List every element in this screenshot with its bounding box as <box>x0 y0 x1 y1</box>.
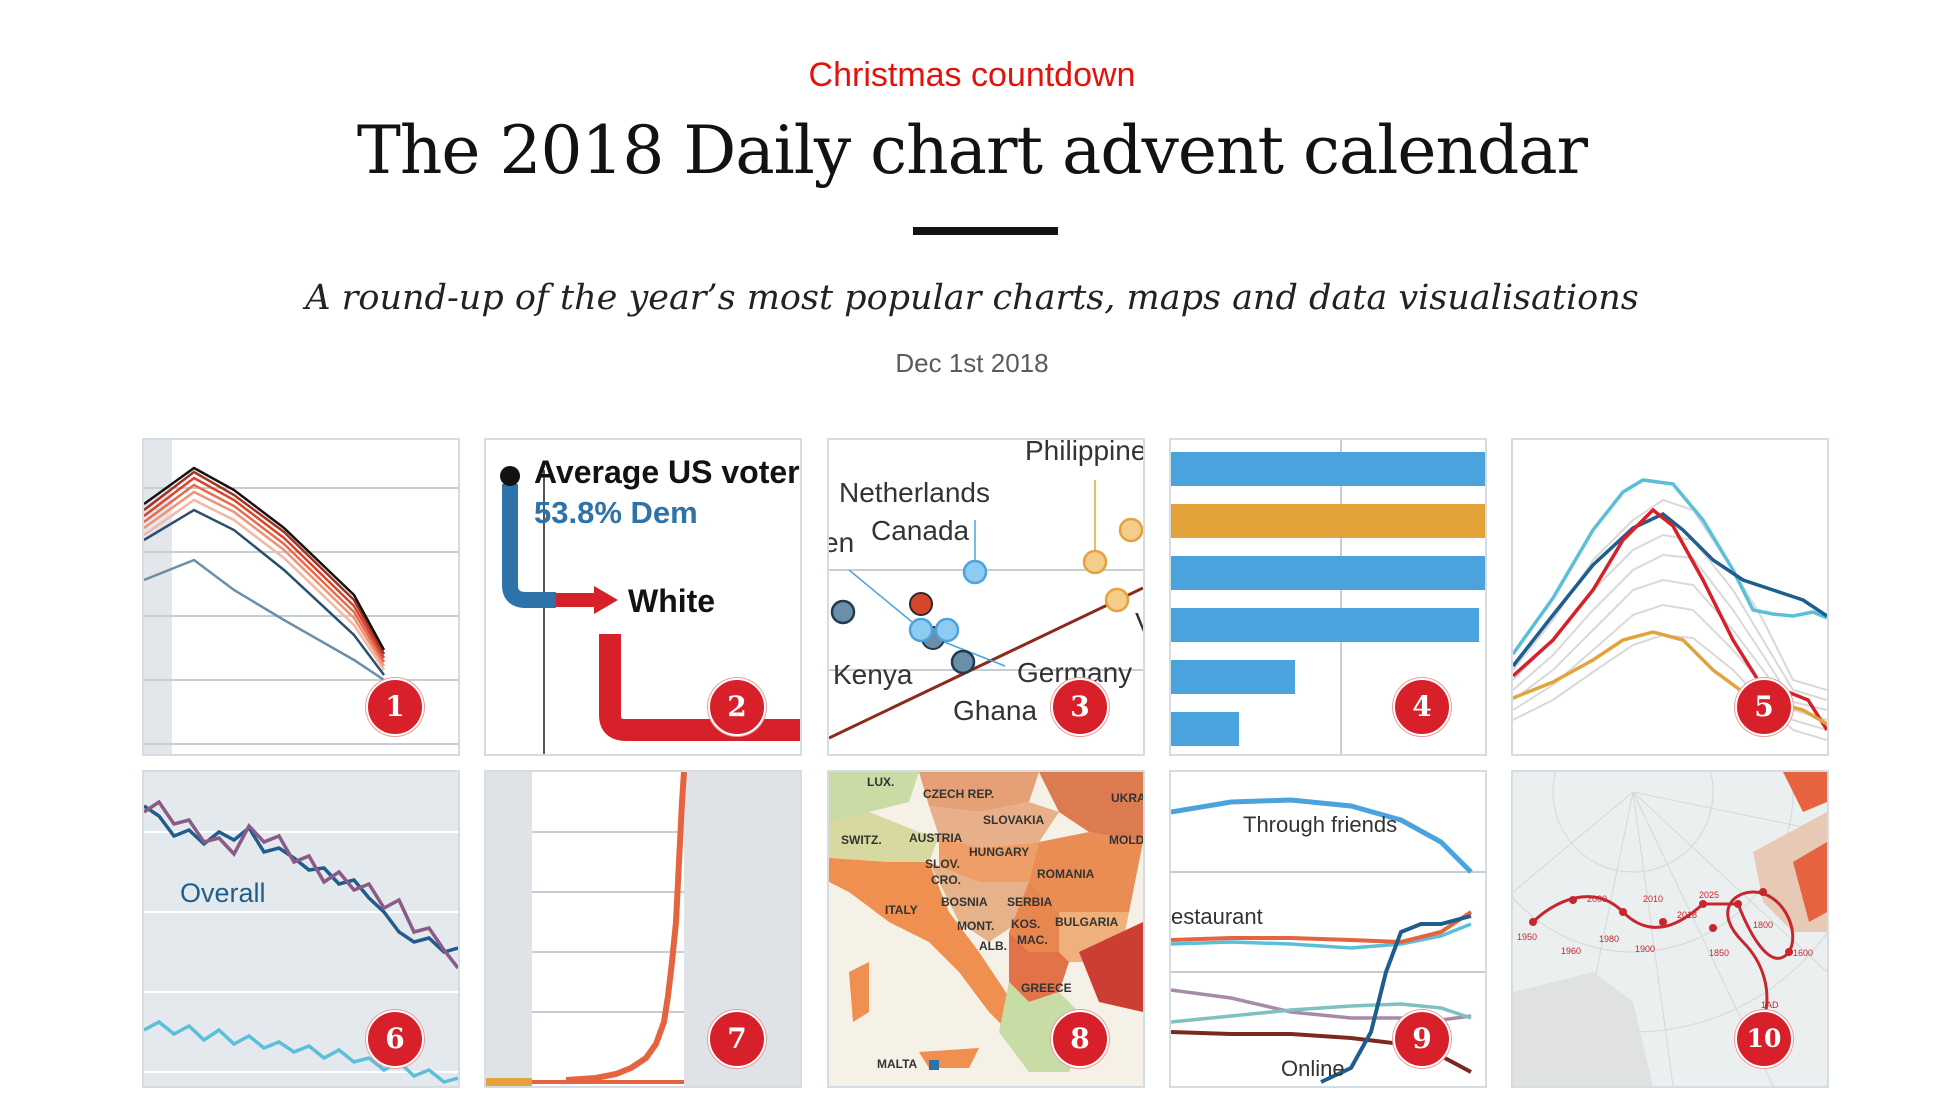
advent-tile-10[interactable]: 2000 2010 2025 2018 1950 1980 1800 1960 … <box>1511 770 1829 1088</box>
tile-8-italy: ITALY <box>885 903 918 917</box>
tile-10-y2010: 2010 <box>1643 894 1663 904</box>
tile-8-czech: CZECH REP. <box>923 787 994 801</box>
tile-4-thumbnail <box>1171 440 1485 754</box>
tile-10-y1800: 1800 <box>1753 920 1773 930</box>
advent-tile-5[interactable]: 5 <box>1511 438 1829 756</box>
tile-8-hungary: HUNGARY <box>969 845 1029 859</box>
headline-rule <box>913 227 1058 235</box>
tile-10-y1960: 1960 <box>1561 946 1581 956</box>
tile-10-y2018: 2018 <box>1677 910 1697 920</box>
day-badge-5: 5 <box>1735 678 1793 736</box>
advent-tile-1[interactable]: 1 <box>142 438 460 756</box>
tile-3-canada: Canada <box>871 515 970 546</box>
tile-8-alb: ALB. <box>979 939 1007 953</box>
tile-8-austria: AUSTRIA <box>909 831 963 845</box>
tile-3-philippines: Philippine <box>1025 440 1143 466</box>
tile-8-greece: GREECE <box>1021 981 1072 995</box>
tile-10-y1600: 1600 <box>1793 948 1813 958</box>
day-badge-10: 10 <box>1735 1010 1793 1068</box>
tile-2-thumbnail: Average US voter 53.8% Dem White <box>500 454 800 754</box>
tile-1-thumbnail <box>144 440 458 754</box>
tile-8-serbia: SERBIA <box>1007 895 1053 909</box>
tile-9-restaurant: estaurant <box>1171 904 1263 929</box>
tile-9-online: Online <box>1281 1056 1345 1081</box>
tile-8-bosnia: BOSNIA <box>941 895 988 909</box>
advent-tile-7[interactable]: 7 <box>484 770 802 1088</box>
tile-5-thumbnail <box>1513 478 1827 741</box>
advent-tile-4[interactable]: 4 <box>1169 438 1487 756</box>
tile-2-branch: White <box>628 583 715 619</box>
dateline: Dec 1st 2018 <box>895 348 1049 378</box>
advent-tile-8[interactable]: LUX. CZECH REP. UKRA SLOVAKIA SWITZ. AUS… <box>827 770 1145 1088</box>
tile-8-kos: KOS. <box>1011 917 1040 931</box>
tile-10-thumbnail: 2000 2010 2025 2018 1950 1980 1800 1960 … <box>1513 772 1827 1086</box>
tile-8-bulgaria: BULGARIA <box>1055 915 1119 929</box>
advent-tile-9[interactable]: Through friends estaurant Online 9 <box>1169 770 1487 1088</box>
tile-6-thumbnail: Overall <box>144 799 458 1084</box>
tile-10-y1980: 1980 <box>1599 934 1619 944</box>
day-badge-2: 2 <box>708 678 766 736</box>
day-badge-6: 6 <box>366 1010 424 1068</box>
tile-2-title: Average US voter <box>534 454 800 490</box>
tile-8-mold: MOLD <box>1109 833 1143 847</box>
tile-3-en: en <box>829 527 854 558</box>
tile-8-mac: MAC. <box>1017 933 1048 947</box>
tile-3-thumbnail: Philippine Netherlands Canada en Kenya G… <box>829 440 1143 740</box>
rubric: A round-up of the year’s most popular ch… <box>305 278 1639 318</box>
tile-8-slovakia: SLOVAKIA <box>983 813 1044 827</box>
day-badge-3: 3 <box>1051 678 1109 736</box>
tile-2-value: 53.8% Dem <box>534 495 698 530</box>
tile-6-overall: Overall <box>180 878 266 908</box>
tile-10-y1900: 1900 <box>1635 944 1655 954</box>
day-badge-4: 4 <box>1393 678 1451 736</box>
headline: The 2018 Daily chart advent calendar <box>356 112 1588 189</box>
day-badge-9: 9 <box>1393 1010 1451 1068</box>
tile-8-lux: LUX. <box>867 775 894 789</box>
day-badge-8: 8 <box>1051 1010 1109 1068</box>
tile-10-y1ad: 1AD <box>1761 1000 1779 1010</box>
tile-10-y1950: 1950 <box>1517 932 1537 942</box>
tile-3-ghana: Ghana <box>953 695 1037 726</box>
advent-tile-6[interactable]: Overall 6 <box>142 770 460 1088</box>
flytitle[interactable]: Christmas countdown <box>808 56 1136 94</box>
day-badge-1: 1 <box>366 678 424 736</box>
day-badge-7: 7 <box>708 1010 766 1068</box>
tile-8-mont: MONT. <box>957 919 994 933</box>
tile-10-y2025: 2025 <box>1699 890 1719 900</box>
tile-8-romania: ROMANIA <box>1037 867 1095 881</box>
tile-10-y2000: 2000 <box>1587 894 1607 904</box>
advent-tile-2[interactable]: Average US voter 53.8% Dem White 2 <box>484 438 802 756</box>
advent-tile-3[interactable]: Philippine Netherlands Canada en Kenya G… <box>827 438 1145 756</box>
tile-8-cro: CRO. <box>931 873 961 887</box>
tile-3-netherlands: Netherlands <box>839 477 990 508</box>
tile-8-slov: SLOV. <box>925 857 960 871</box>
tile-9-friends: Through friends <box>1243 812 1397 837</box>
tile-10-y1850: 1850 <box>1709 948 1729 958</box>
tile-3-v: V <box>1135 607 1143 638</box>
tile-3-kenya: Kenya <box>833 659 913 690</box>
tile-8-switz: SWITZ. <box>841 833 882 847</box>
tile-8-malta: MALTA <box>877 1057 918 1071</box>
tile-8-ukra: UKRA <box>1111 791 1143 805</box>
